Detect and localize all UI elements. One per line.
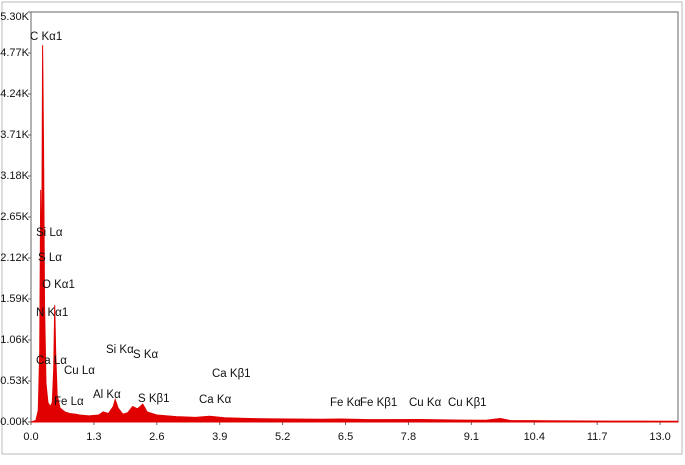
peak-label: Ca Kα (199, 394, 232, 406)
y-tick-label: 1.59K (0, 293, 29, 305)
y-tick-label: 0.53K (0, 375, 29, 387)
peak-label: Cu Kβ1 (448, 397, 487, 409)
x-tick-label: 13.0 (649, 431, 670, 443)
peak-label: S Lα (38, 252, 62, 264)
peak-label: C Kα1 (30, 31, 62, 43)
y-tick-label: 5.30K (0, 11, 29, 23)
peak-label: N Kα1 (36, 307, 68, 319)
y-tick-label: 2.65K (0, 211, 29, 223)
peak-label: Al Kα (93, 389, 121, 401)
x-tick-label: 3.9 (212, 431, 227, 443)
x-tick-label: 7.8 (401, 431, 416, 443)
peak-label: Si Lα (36, 227, 63, 239)
peak-label: Fe Kβ1 (360, 397, 397, 409)
x-tick-label: 10.4 (524, 431, 545, 443)
peak-label: Cu Kα (409, 397, 442, 409)
peak-label: Si Kα (106, 344, 134, 356)
peak-label: Ca Lα (36, 355, 67, 367)
plot-area (30, 11, 679, 423)
peak-label: Fe Lα (54, 396, 84, 408)
x-tick-label: 5.2 (275, 431, 290, 443)
x-tick-label: 2.6 (149, 431, 164, 443)
x-tick-label: 11.7 (587, 431, 608, 443)
y-tick-label: 0.00K (0, 416, 29, 428)
peak-label: Ca Kβ1 (212, 368, 251, 380)
y-tick-label: 3.71K (0, 129, 29, 141)
x-tick-label: 1.3 (86, 431, 101, 443)
peak-label: S Kβ1 (138, 393, 170, 405)
peak-label: Cu Lα (64, 365, 95, 377)
x-tick-label: 0.0 (23, 431, 38, 443)
y-tick-label: 1.06K (0, 334, 29, 346)
y-tick-label: 4.24K (0, 88, 29, 100)
y-tick-label: 3.18K (0, 170, 29, 182)
peak-label: Fe Kα (330, 397, 361, 409)
peak-label: S Kα (133, 349, 159, 361)
x-tick-label: 6.5 (338, 431, 353, 443)
y-tick-label: 4.77K (0, 47, 29, 59)
x-tick-label: 9.1 (464, 431, 479, 443)
spectrum (30, 45, 679, 423)
peak-label: O Kα1 (42, 279, 75, 291)
frame (1, 1, 683, 455)
y-tick-label: 2.12K (0, 252, 29, 264)
